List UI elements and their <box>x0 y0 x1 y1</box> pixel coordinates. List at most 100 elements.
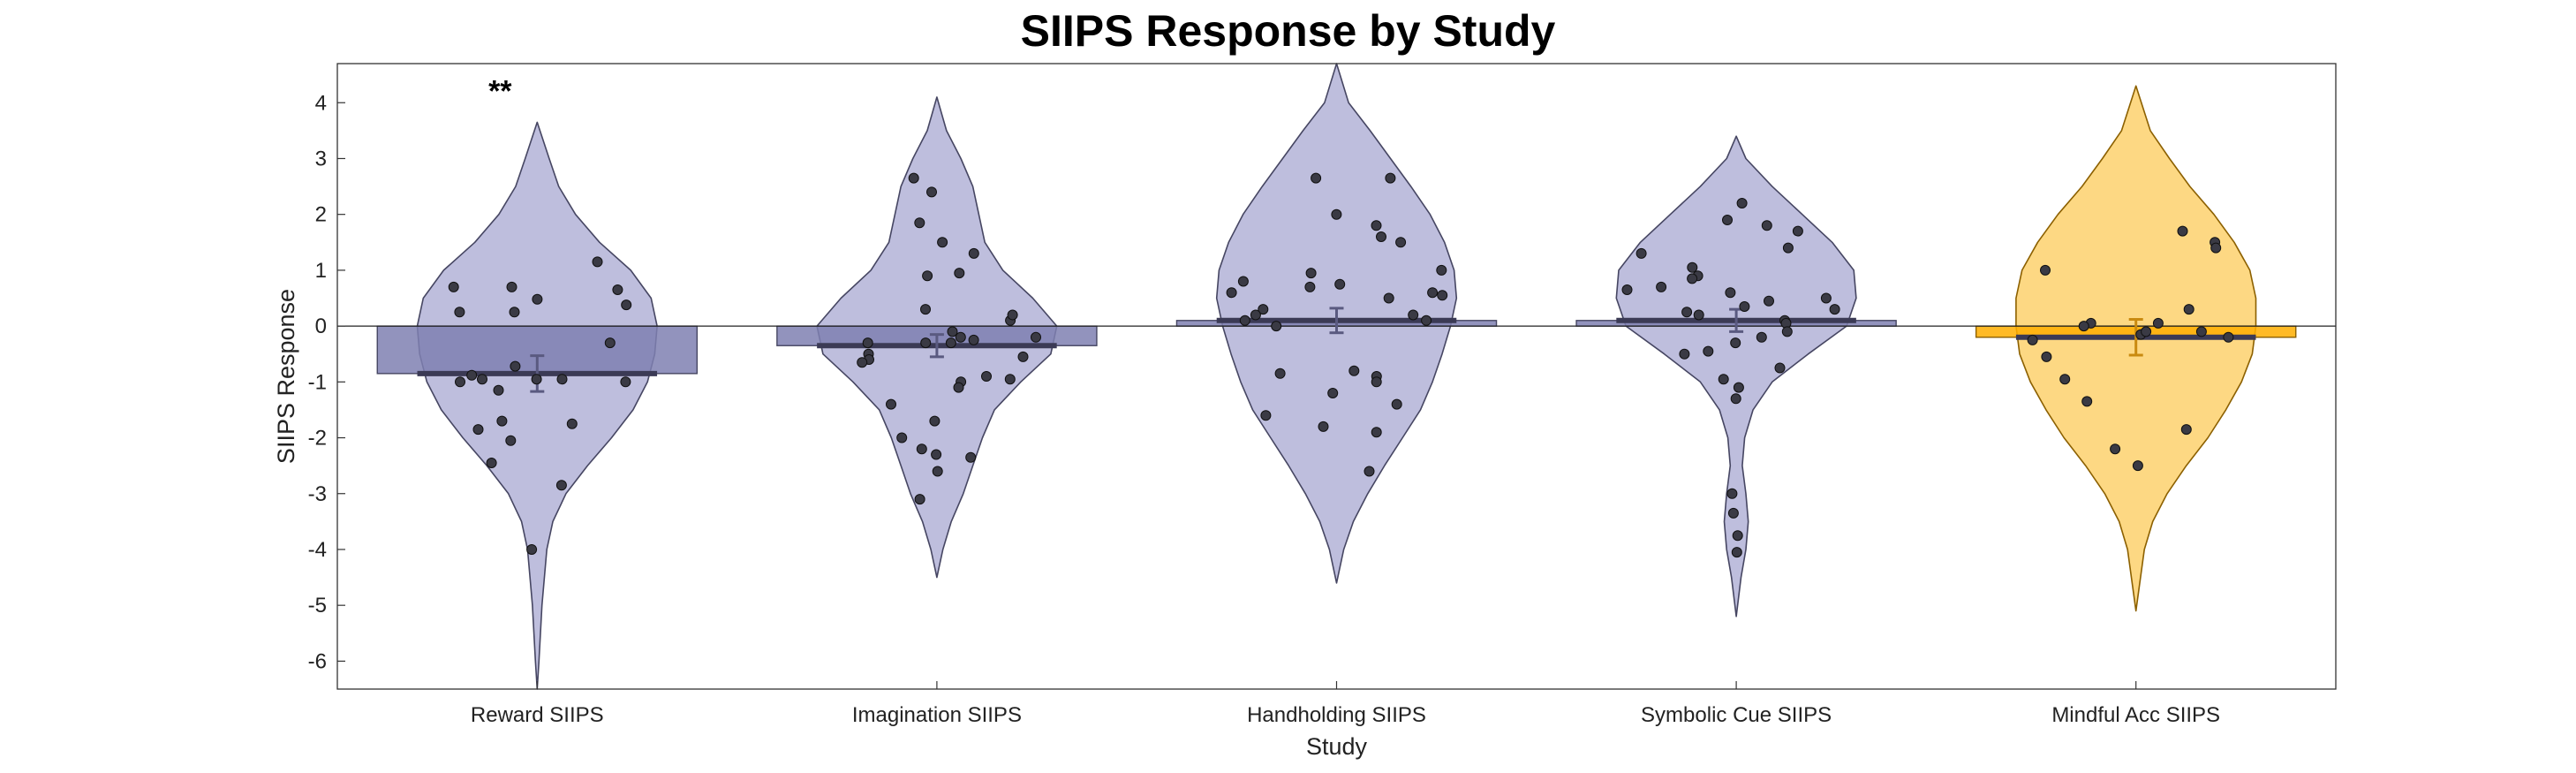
data-point <box>2210 242 2222 254</box>
data-point <box>916 443 927 455</box>
data-point <box>1756 331 1767 343</box>
data-point <box>2223 331 2234 343</box>
data-point <box>1226 287 1237 299</box>
data-point <box>1621 284 1633 295</box>
data-point <box>1730 337 1741 349</box>
data-point <box>945 337 956 349</box>
x-axis: Reward SIIPS Imagination SIIPS Handholding… <box>471 681 2220 727</box>
data-point <box>931 449 942 460</box>
violin-1 <box>416 121 658 690</box>
data-point <box>612 284 623 295</box>
data-point <box>937 237 948 248</box>
data-point <box>620 376 631 388</box>
data-point <box>1004 374 1016 385</box>
x-tick-label: Imagination SIIPS <box>852 703 1022 727</box>
data-point <box>914 217 925 229</box>
points-layer <box>448 172 2234 558</box>
data-point <box>1727 507 1739 519</box>
data-point <box>1371 427 1382 438</box>
data-point <box>1007 309 1018 321</box>
data-point <box>922 270 933 282</box>
data-point <box>1334 278 1346 290</box>
data-point <box>1761 220 1772 231</box>
data-point <box>621 299 632 311</box>
y-tick-label: -3 <box>308 482 327 506</box>
data-point <box>2195 326 2207 337</box>
chart-title: SIIPS Response by Study <box>1020 6 1556 56</box>
data-point <box>1239 315 1250 326</box>
data-point <box>1687 261 1698 273</box>
data-point <box>1391 398 1402 410</box>
data-point <box>857 357 868 368</box>
data-point <box>1781 326 1793 337</box>
data-point <box>896 432 908 443</box>
data-point <box>526 544 538 555</box>
data-point <box>1693 309 1704 321</box>
y-tick-label: 0 <box>315 315 327 338</box>
data-point <box>1722 215 1733 225</box>
data-point <box>953 382 964 393</box>
data-point <box>1395 237 1407 248</box>
data-point <box>862 337 873 349</box>
data-point <box>2027 334 2038 345</box>
y-tick-label: -4 <box>308 538 327 562</box>
data-point <box>1421 315 1432 326</box>
data-point <box>1327 388 1339 398</box>
data-point <box>2141 326 2152 337</box>
x-tick-label: Symbolic Cue SIIPS <box>1641 703 1832 727</box>
data-point <box>466 369 478 381</box>
data-point <box>1258 304 1269 315</box>
data-point <box>1385 172 1396 184</box>
data-point <box>1764 295 1774 307</box>
data-point <box>477 374 487 385</box>
data-point <box>2041 351 2052 362</box>
data-point <box>454 307 465 318</box>
data-point <box>1408 309 1419 321</box>
data-point <box>604 337 616 349</box>
y-axis: 4 3 2 1 0 -1 -2 -3 -4 -5 -6 <box>308 91 345 673</box>
data-point <box>1739 301 1750 312</box>
data-point <box>1731 547 1742 558</box>
data-point <box>1237 276 1249 287</box>
data-point <box>926 186 937 198</box>
data-point <box>920 304 931 315</box>
data-point <box>486 458 497 468</box>
data-point <box>1733 382 1744 393</box>
data-point <box>566 418 578 429</box>
data-point <box>1635 247 1647 259</box>
data-point <box>2183 304 2195 315</box>
data-point <box>1437 290 1448 301</box>
data-point <box>1311 172 1322 184</box>
data-point <box>947 326 958 337</box>
violin-4 <box>1615 135 1857 618</box>
data-point <box>968 334 979 345</box>
y-tick-label: 4 <box>315 91 327 115</box>
data-point <box>506 281 517 292</box>
data-point <box>496 415 508 427</box>
x-axis-label: Study <box>1306 733 1368 760</box>
data-point <box>2152 317 2164 329</box>
data-point <box>1305 268 1317 279</box>
data-point <box>1687 273 1698 284</box>
data-point <box>1017 351 1029 362</box>
data-point <box>914 494 925 505</box>
data-point <box>1260 410 1272 421</box>
data-point <box>472 424 484 436</box>
data-point <box>886 398 896 410</box>
data-point <box>505 435 517 446</box>
y-tick-label: -5 <box>308 594 327 618</box>
data-point <box>1656 281 1667 292</box>
data-point <box>2177 225 2188 237</box>
data-point <box>2059 374 2071 385</box>
data-point <box>1681 307 1693 318</box>
data-point <box>1725 287 1736 299</box>
data-point <box>1271 321 1282 332</box>
data-point <box>509 307 520 318</box>
data-point <box>1371 220 1382 231</box>
data-point <box>1732 530 1743 542</box>
data-point <box>1331 208 1342 220</box>
means-layer: ** <box>417 74 2256 393</box>
x-tick-label: Reward SIIPS <box>471 703 604 727</box>
y-axis-label: SIIPS Response <box>273 289 299 464</box>
data-point <box>981 371 992 382</box>
